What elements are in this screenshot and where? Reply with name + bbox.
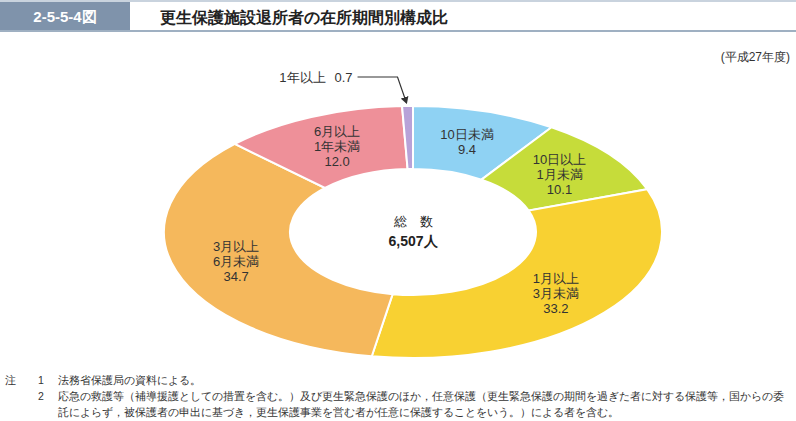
slice-label: 3月以上6月未満 [213, 239, 259, 269]
header-rule [0, 30, 796, 32]
slice-label: 1月以上3月未満 [533, 271, 579, 301]
note-text: 法務省保護局の資料による。 [58, 372, 792, 388]
slices [164, 106, 662, 358]
subtitle: (平成27年度) [721, 50, 790, 64]
slice-label: 10日以上1月未満 [533, 152, 586, 182]
slice-label: 6月以上1年未満 [314, 124, 360, 154]
center-text: 6,507人 [388, 233, 438, 249]
slice-label: 10日未満 [440, 127, 493, 142]
callout-line [358, 77, 407, 103]
center-text: 総 数 [393, 214, 433, 229]
data-label: 34.7 [224, 269, 249, 284]
data-label: 0.7 [334, 70, 352, 85]
slice [372, 189, 662, 358]
labels: 10日未満9.4 10日以上1月未満10.1 1月以上3月未満33.2 3月以上6月未… [213, 70, 586, 316]
data-label: 12.0 [324, 154, 349, 169]
slice [235, 106, 408, 188]
data-label: 10.1 [547, 182, 572, 197]
data-label: 9.4 [458, 142, 476, 157]
slice-label: 1年以上 [279, 70, 325, 85]
chart: 2-5-5-4図 更生保護施設退所者の在所期間別構成比 (平成27年度) 10日未満9… [0, 0, 796, 421]
figure-number: 2-5-5-4図 [33, 8, 96, 25]
data-label: 33.2 [543, 301, 568, 316]
note-number: 1 [38, 372, 44, 388]
figure-number-box [0, 2, 130, 30]
header-top-line [0, 0, 796, 2]
slice [402, 106, 413, 169]
title: 更生保護施設退所者の在所期間別構成比 [160, 9, 448, 26]
note-label: 注 [5, 372, 16, 388]
note-number: 2 [38, 388, 44, 404]
note-text: 応急の救護等（補導援護としての措置を含む。）及び更生緊急保護のほか，任意保護（更… [58, 388, 792, 420]
